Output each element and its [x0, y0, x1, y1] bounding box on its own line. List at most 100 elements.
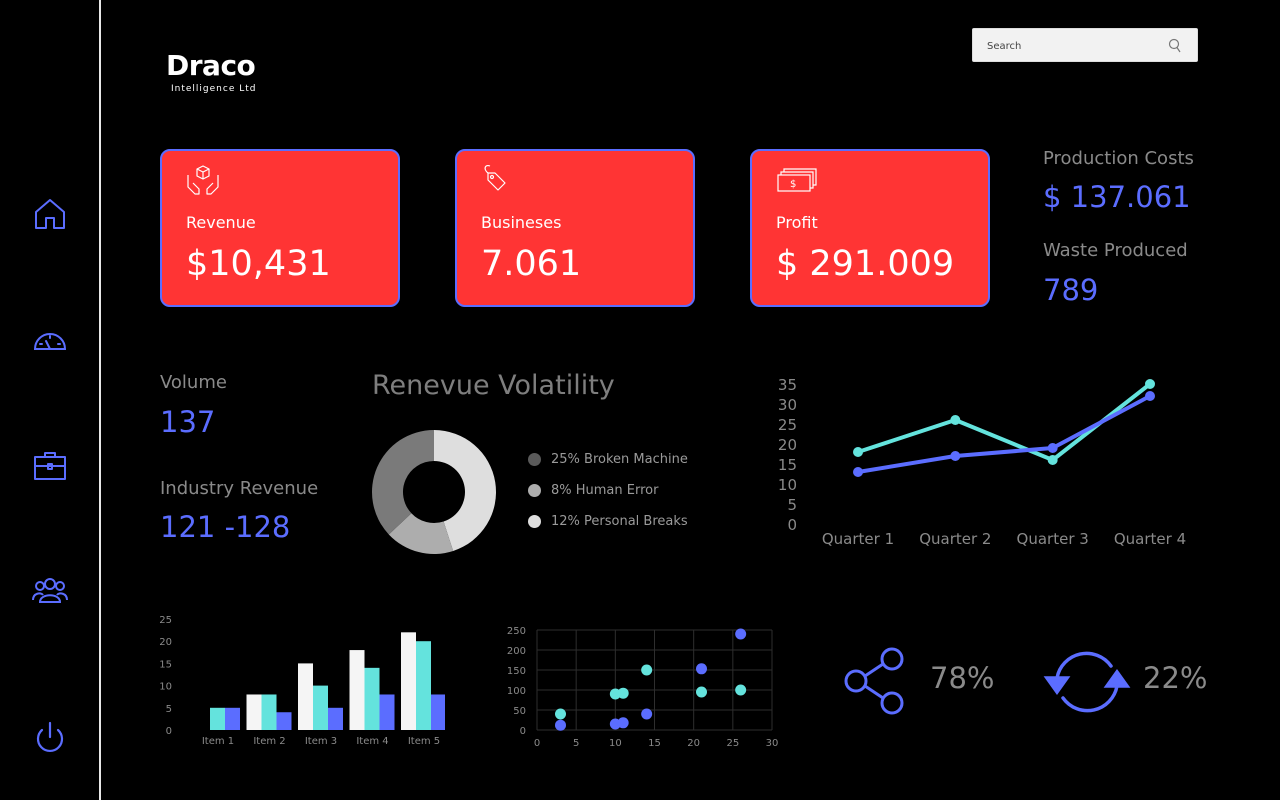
bar: [298, 663, 313, 730]
y-tick-label: 20: [778, 436, 797, 454]
x-tick-label: Item 5: [408, 736, 440, 747]
y-tick-label: 5: [787, 496, 797, 514]
share-icon[interactable]: [842, 645, 908, 717]
x-tick-label: 20: [687, 738, 700, 749]
x-tick-label: 5: [573, 738, 579, 749]
waste-produced-label: Waste Produced: [1043, 240, 1188, 261]
volatility-chart-title: Renevue Volatility: [372, 370, 615, 401]
scatter-point: [735, 684, 747, 696]
y-tick-label: 0: [787, 516, 797, 534]
x-tick-label: 25: [726, 738, 739, 749]
industry-revenue-value: 121 -128: [160, 510, 291, 544]
bar: [379, 694, 395, 730]
revenue-value: $10,431: [186, 244, 331, 284]
refresh-percentage: 22%: [1143, 661, 1208, 695]
logo: Draco Intelligence Ltd: [166, 48, 256, 94]
bar: [401, 632, 416, 730]
donut-slice: [434, 430, 496, 551]
y-tick-label: 15: [778, 456, 797, 474]
legend-item-human-error: 8% Human Error: [528, 483, 658, 499]
production-costs-label: Production Costs: [1043, 148, 1194, 169]
refresh-icon[interactable]: [1043, 646, 1131, 718]
package-hands-icon: [186, 163, 220, 197]
x-tick-label: Item 4: [356, 736, 388, 747]
legend-dot: [528, 515, 541, 528]
x-tick-label: Quarter 3: [1017, 530, 1089, 548]
profit-card[interactable]: $ Profit $ 291.009: [750, 149, 990, 307]
search-icon[interactable]: [1167, 38, 1183, 54]
quarterly-line-chart: 0 5 10 15 20 25 30 35 Quarter 1 Quarter 2 Quarter …: [778, 376, 1186, 548]
y-tick-label: 25: [778, 416, 797, 434]
scatter-point: [617, 717, 629, 729]
profit-value: $ 291.009: [776, 244, 955, 284]
y-tick-label: 5: [166, 704, 172, 715]
y-tick-label: 150: [507, 666, 526, 677]
legend-dot: [528, 453, 541, 466]
scatter-point: [617, 687, 629, 699]
y-tick-label: 25: [159, 615, 172, 626]
data-point: [853, 467, 863, 477]
svg-text:$: $: [790, 179, 796, 190]
y-tick-label: 10: [778, 476, 797, 494]
power-icon[interactable]: [32, 720, 68, 756]
y-tick-label: 250: [507, 626, 526, 637]
home-icon[interactable]: [32, 196, 68, 232]
data-point: [1047, 455, 1058, 465]
y-tick-label: 0: [166, 726, 172, 737]
waste-produced-value: 789: [1043, 273, 1099, 307]
bar: [276, 712, 292, 730]
bar: [313, 685, 328, 730]
data-point: [950, 415, 961, 425]
bar: [261, 694, 277, 730]
bar: [246, 694, 262, 730]
y-tick-label: 50: [513, 706, 526, 717]
data-point: [1145, 379, 1155, 389]
briefcase-icon[interactable]: [32, 448, 68, 484]
revenue-label: Revenue: [186, 213, 256, 232]
speedometer-icon[interactable]: [32, 322, 68, 358]
share-percentage: 78%: [930, 661, 995, 695]
legend-label: 12% Personal Breaks: [551, 514, 688, 529]
businesses-card[interactable]: Busineses 7.061: [455, 149, 695, 307]
scatter-point: [641, 664, 653, 676]
profit-label: Profit: [776, 213, 818, 232]
scatter-point: [696, 686, 707, 698]
donut-slice: [372, 430, 434, 535]
production-costs-value: $ 137.061: [1043, 180, 1191, 214]
scatter-chart: 0 50 100 150 200 250 0 5 10 15 20 25 30: [507, 626, 778, 749]
y-tick-label: 35: [778, 376, 797, 394]
cash-stack-icon: $: [776, 163, 818, 197]
bar: [364, 667, 380, 730]
y-tick-label: 200: [507, 646, 526, 657]
x-tick-label: Item 1: [202, 736, 234, 747]
y-tick-label: 30: [778, 396, 797, 414]
volume-value: 137: [160, 405, 216, 439]
revenue-card[interactable]: Revenue $10,431: [160, 149, 400, 307]
x-tick-label: Quarter 4: [1114, 530, 1186, 548]
bar: [328, 707, 343, 730]
bar: [210, 707, 225, 730]
users-icon[interactable]: [32, 572, 68, 608]
series-line: [857, 382, 1152, 462]
x-tick-label: 0: [534, 738, 540, 749]
search-input[interactable]: [985, 37, 1169, 55]
legend-item-personal-breaks: 12% Personal Breaks: [528, 514, 688, 530]
data-point: [950, 451, 961, 461]
volatility-donut-chart: [372, 430, 496, 554]
industry-revenue-label: Industry Revenue: [160, 478, 319, 499]
businesses-label: Busineses: [481, 213, 562, 232]
sidebar: [0, 0, 101, 800]
legend-label: 25% Broken Machine: [551, 452, 688, 467]
x-tick-label: Item 2: [253, 736, 285, 747]
scatter-point: [555, 719, 566, 731]
x-tick-label: Item 3: [305, 736, 337, 747]
bar: [431, 694, 445, 730]
y-tick-label: 100: [507, 686, 526, 697]
search-box: [972, 28, 1198, 62]
legend-label: 8% Human Error: [551, 483, 659, 498]
donut-slice: [388, 513, 454, 554]
x-tick-label: 10: [609, 738, 622, 749]
x-tick-label: Quarter 2: [919, 530, 991, 548]
series-line: [857, 394, 1151, 474]
data-point: [1047, 443, 1058, 453]
